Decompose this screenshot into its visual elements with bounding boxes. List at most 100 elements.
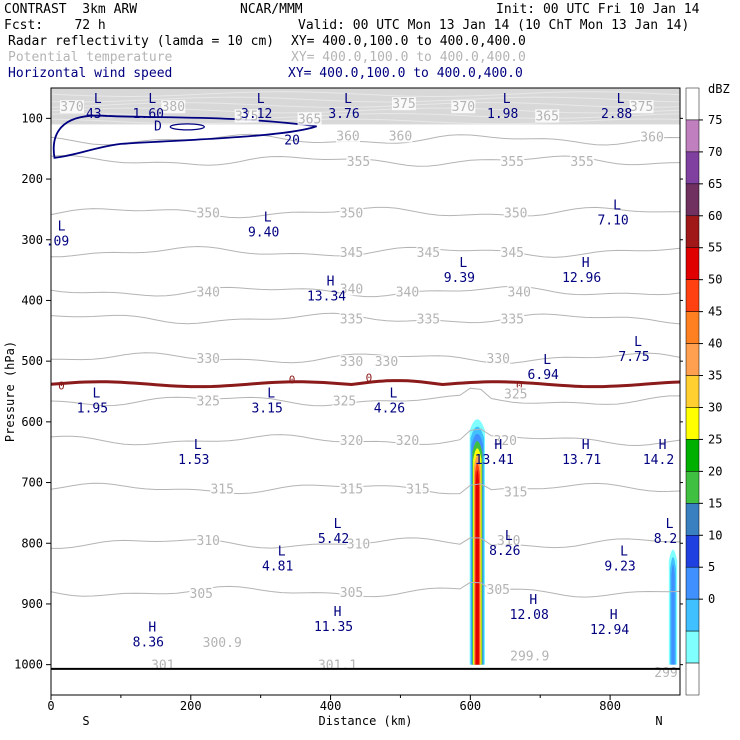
theta-label: 345 [340,246,363,261]
extremum-value: 9.39 [444,271,475,286]
extremum-value: 4.26 [374,402,405,417]
theta-label-bg [388,129,413,143]
colorbar-swatch [685,598,700,632]
field3-name: Horizontal wind speed [8,66,173,81]
extremum-value: 9.23 [604,559,635,574]
theta-label: 315 [210,483,233,498]
theta-label: 340 [197,285,220,300]
theta-label: 330 [197,352,220,367]
theta-label: 301 [151,659,174,674]
extremum-marker: H [582,438,590,453]
colorbar-swatch [685,87,700,121]
theta-contour-305 [50,581,681,598]
colorbar-swatch [685,215,700,248]
theta-label: 360 [389,129,412,144]
extremum-value: 6.94 [528,368,559,383]
colorbar-swatch [685,630,700,664]
colorbar-swatch [685,247,700,280]
theta-label: 320 [340,434,363,449]
colorbar-swatch [685,311,700,344]
theta-label-bg [210,482,235,496]
theta-label: 320 [494,434,517,449]
colorbar-label: 5 [708,560,715,574]
theta-label-bg [196,394,221,408]
theta-label: 300.9 [203,636,242,651]
theta-label: 299.9 [510,650,549,665]
colorbar-swatch [685,535,700,568]
theta-label: 375 [392,97,415,112]
extremum-value: 3.12 [241,107,272,122]
extremum-marker: L [58,220,66,235]
theta-label: 355 [501,155,524,170]
model-title: CONTRAST 3km ARW [4,2,138,17]
x-axis-label: Distance (km) [319,714,413,728]
extremum-value: 13.34 [307,289,346,304]
extremum-value: 1.60 [133,107,164,122]
colorbar-label: 40 [708,337,722,351]
colorbar-swatch [685,183,700,217]
theta-label-bg [395,434,420,448]
theta-label-bg [196,534,221,548]
extremum-marker: L [257,92,265,107]
x-tick-label: 800 [599,699,621,713]
extremum-marker: L [334,517,342,532]
y-tick-label: 1000 [14,658,43,672]
theta-label: 375 [630,100,653,115]
y-tick-label: 100 [21,111,43,125]
extremum-value: 3.76 [328,107,359,122]
extremum-marker: H [494,438,502,453]
theta-label: 340 [340,282,363,297]
theta-label-bg [500,245,525,259]
theta-label: 325 [504,387,527,402]
theta-label-bg [189,587,214,601]
extremum-marker: L [613,198,621,213]
theta-label: 315 [340,483,363,498]
extremum-marker: H [610,608,618,623]
theta-label: 360 [640,131,663,146]
theta-label-bg [391,97,416,111]
theta-contour-315 [50,482,681,495]
colorbar-swatch [685,151,700,185]
extremum-marker: L [459,256,467,271]
theta-label: 305 [340,586,363,601]
extremum-marker: L [93,387,101,402]
theta-contour-335 [50,312,681,325]
theta-label: 370 [60,100,83,115]
theta-label-bg [297,112,322,126]
extremum-value: 8.36 [133,635,164,650]
theta-contour-325 [50,387,680,407]
extremum-value: 13.41 [475,453,514,468]
theta-label: 310 [347,537,370,552]
extremum-marker: L [390,387,398,402]
x-tick-label: 400 [320,699,342,713]
colorbar-unit: dBZ [708,82,730,96]
extremum-value: 14.2 [643,453,674,468]
colorbar-label: 45 [708,305,722,319]
theta-label: 310 [497,534,520,549]
theta-label-bg [486,582,511,596]
theta-label: 305 [487,583,510,598]
extremum-marker: L [267,387,275,402]
theta-label: 335 [340,313,363,328]
south-label: S [82,714,89,728]
theta-label-bg [500,154,525,168]
extremum-value: 12.08 [510,608,549,623]
extremum-value: 8.26 [489,544,520,559]
field1-xy: XY= 400.0,100.0 to 400.0,400.0 [291,34,526,49]
theta-label-bg [336,129,361,143]
colorbar-label: 10 [708,528,722,542]
theta-label-bg [339,312,364,326]
theta-label: 340 [396,285,419,300]
colorbar-swatch [685,503,700,536]
theta-label-bg [339,434,364,448]
theta-label: 365 [535,109,558,124]
theta-label: 315 [504,486,527,501]
extremum-marker: L [344,92,352,107]
extremum-marker: H [529,593,537,608]
theta-label-bg [503,206,528,220]
wind-label: D [154,120,162,135]
theta-contour-340 [50,285,681,298]
theta-label: 310 [197,534,220,549]
extremum-value: 2.88 [601,107,632,122]
extremum-marker: L [543,353,551,368]
